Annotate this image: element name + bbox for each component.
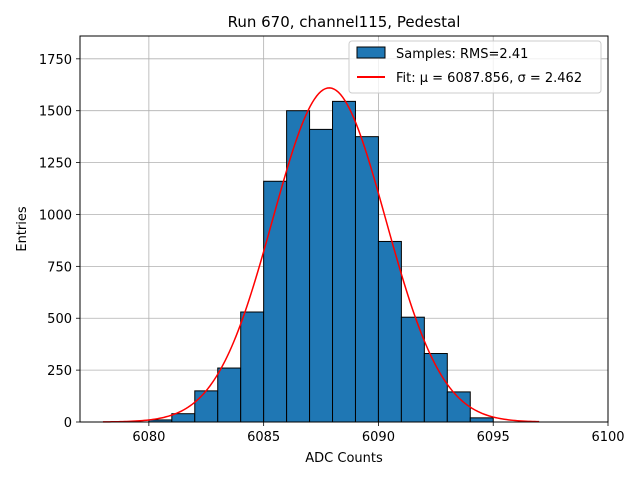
y-tick-label: 1250 bbox=[39, 157, 72, 172]
fit-curve bbox=[102, 87, 540, 423]
y-tick-label: 1000 bbox=[39, 208, 72, 223]
x-tick-label: 6100 bbox=[591, 430, 624, 445]
x-axis-label: ADC Counts bbox=[305, 451, 383, 466]
y-tick-label: 500 bbox=[47, 312, 72, 327]
legend-histogram-label: Samples: RMS=2.41 bbox=[396, 47, 528, 62]
histogram-bar bbox=[446, 391, 471, 423]
x-tick-label: 6080 bbox=[132, 430, 165, 445]
legend: Samples: RMS=2.41 Fit: μ = 6087.856, σ =… bbox=[348, 40, 602, 94]
histogram-bar bbox=[423, 353, 448, 423]
histogram-bar bbox=[263, 180, 288, 423]
x-tick-label: 6085 bbox=[247, 430, 280, 445]
legend-box bbox=[348, 40, 602, 94]
x-tick-label: 6090 bbox=[362, 430, 395, 445]
chart-title: Run 670, channel115, Pedestal bbox=[228, 13, 461, 31]
legend-fit-label: Fit: μ = 6087.856, σ = 2.462 bbox=[396, 71, 582, 86]
histogram-bar bbox=[217, 367, 242, 423]
y-axis-label: Entries bbox=[15, 206, 30, 252]
y-tick-label: 750 bbox=[47, 260, 72, 275]
histogram-bar bbox=[377, 240, 402, 423]
y-tick-label: 250 bbox=[47, 364, 72, 379]
legend-histogram-swatch bbox=[356, 46, 386, 59]
y-axis-ticks: 0 250 500 750 1000 1250 1500 1750 bbox=[39, 53, 80, 431]
histogram-bar bbox=[332, 100, 356, 423]
histogram-bar bbox=[469, 417, 494, 423]
histogram-bar bbox=[240, 311, 265, 423]
y-tick-label: 1750 bbox=[39, 53, 72, 68]
histogram-bar bbox=[194, 390, 219, 423]
y-tick-label: 0 bbox=[64, 416, 72, 431]
plot-frame bbox=[79, 35, 609, 423]
x-axis-ticks: 6080 6085 6090 6095 6100 bbox=[132, 422, 625, 445]
x-tick-label: 6095 bbox=[477, 430, 510, 445]
y-tick-label: 1500 bbox=[39, 105, 72, 120]
histogram-bar bbox=[309, 128, 334, 423]
histogram-bar bbox=[171, 413, 196, 423]
histogram-bars bbox=[148, 100, 494, 423]
